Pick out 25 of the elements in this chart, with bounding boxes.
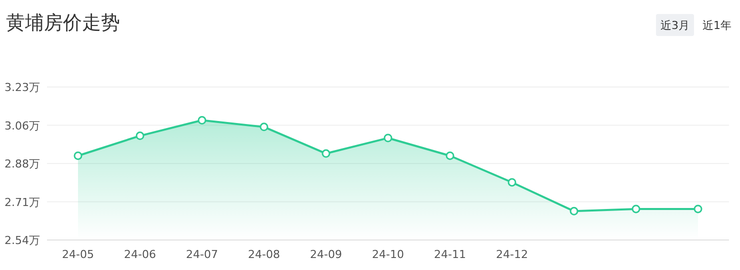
point xyxy=(136,132,144,140)
y-tick-label: 3.06万 xyxy=(4,119,40,132)
point xyxy=(632,204,640,214)
x-tick-label: 24-05 xyxy=(62,248,94,261)
point xyxy=(446,151,454,160)
x-tick-label: 24-12 xyxy=(496,248,528,261)
x-tick-label: 24-06 xyxy=(124,248,156,261)
y-tick-label: 3.23万 xyxy=(4,81,40,94)
point xyxy=(74,151,82,160)
y-tick-label: 2.71万 xyxy=(4,196,40,209)
x-tick-label: 24-10 xyxy=(372,248,404,261)
point xyxy=(322,149,330,158)
point xyxy=(260,122,268,132)
x-tick-label: 24-08 xyxy=(248,248,280,261)
x-tick-label: 24-07 xyxy=(186,248,218,261)
title: 黄埔房价走势 xyxy=(6,12,120,34)
point xyxy=(570,206,578,216)
point xyxy=(384,134,392,142)
point xyxy=(508,178,516,187)
x-tick-label: 24-11 xyxy=(434,248,466,261)
point xyxy=(694,204,702,214)
y-tick-label: 2.54万 xyxy=(4,234,40,247)
point xyxy=(198,116,206,125)
x-tick-label: 24-09 xyxy=(310,248,342,261)
y-tick-label: 2.88万 xyxy=(4,158,40,170)
